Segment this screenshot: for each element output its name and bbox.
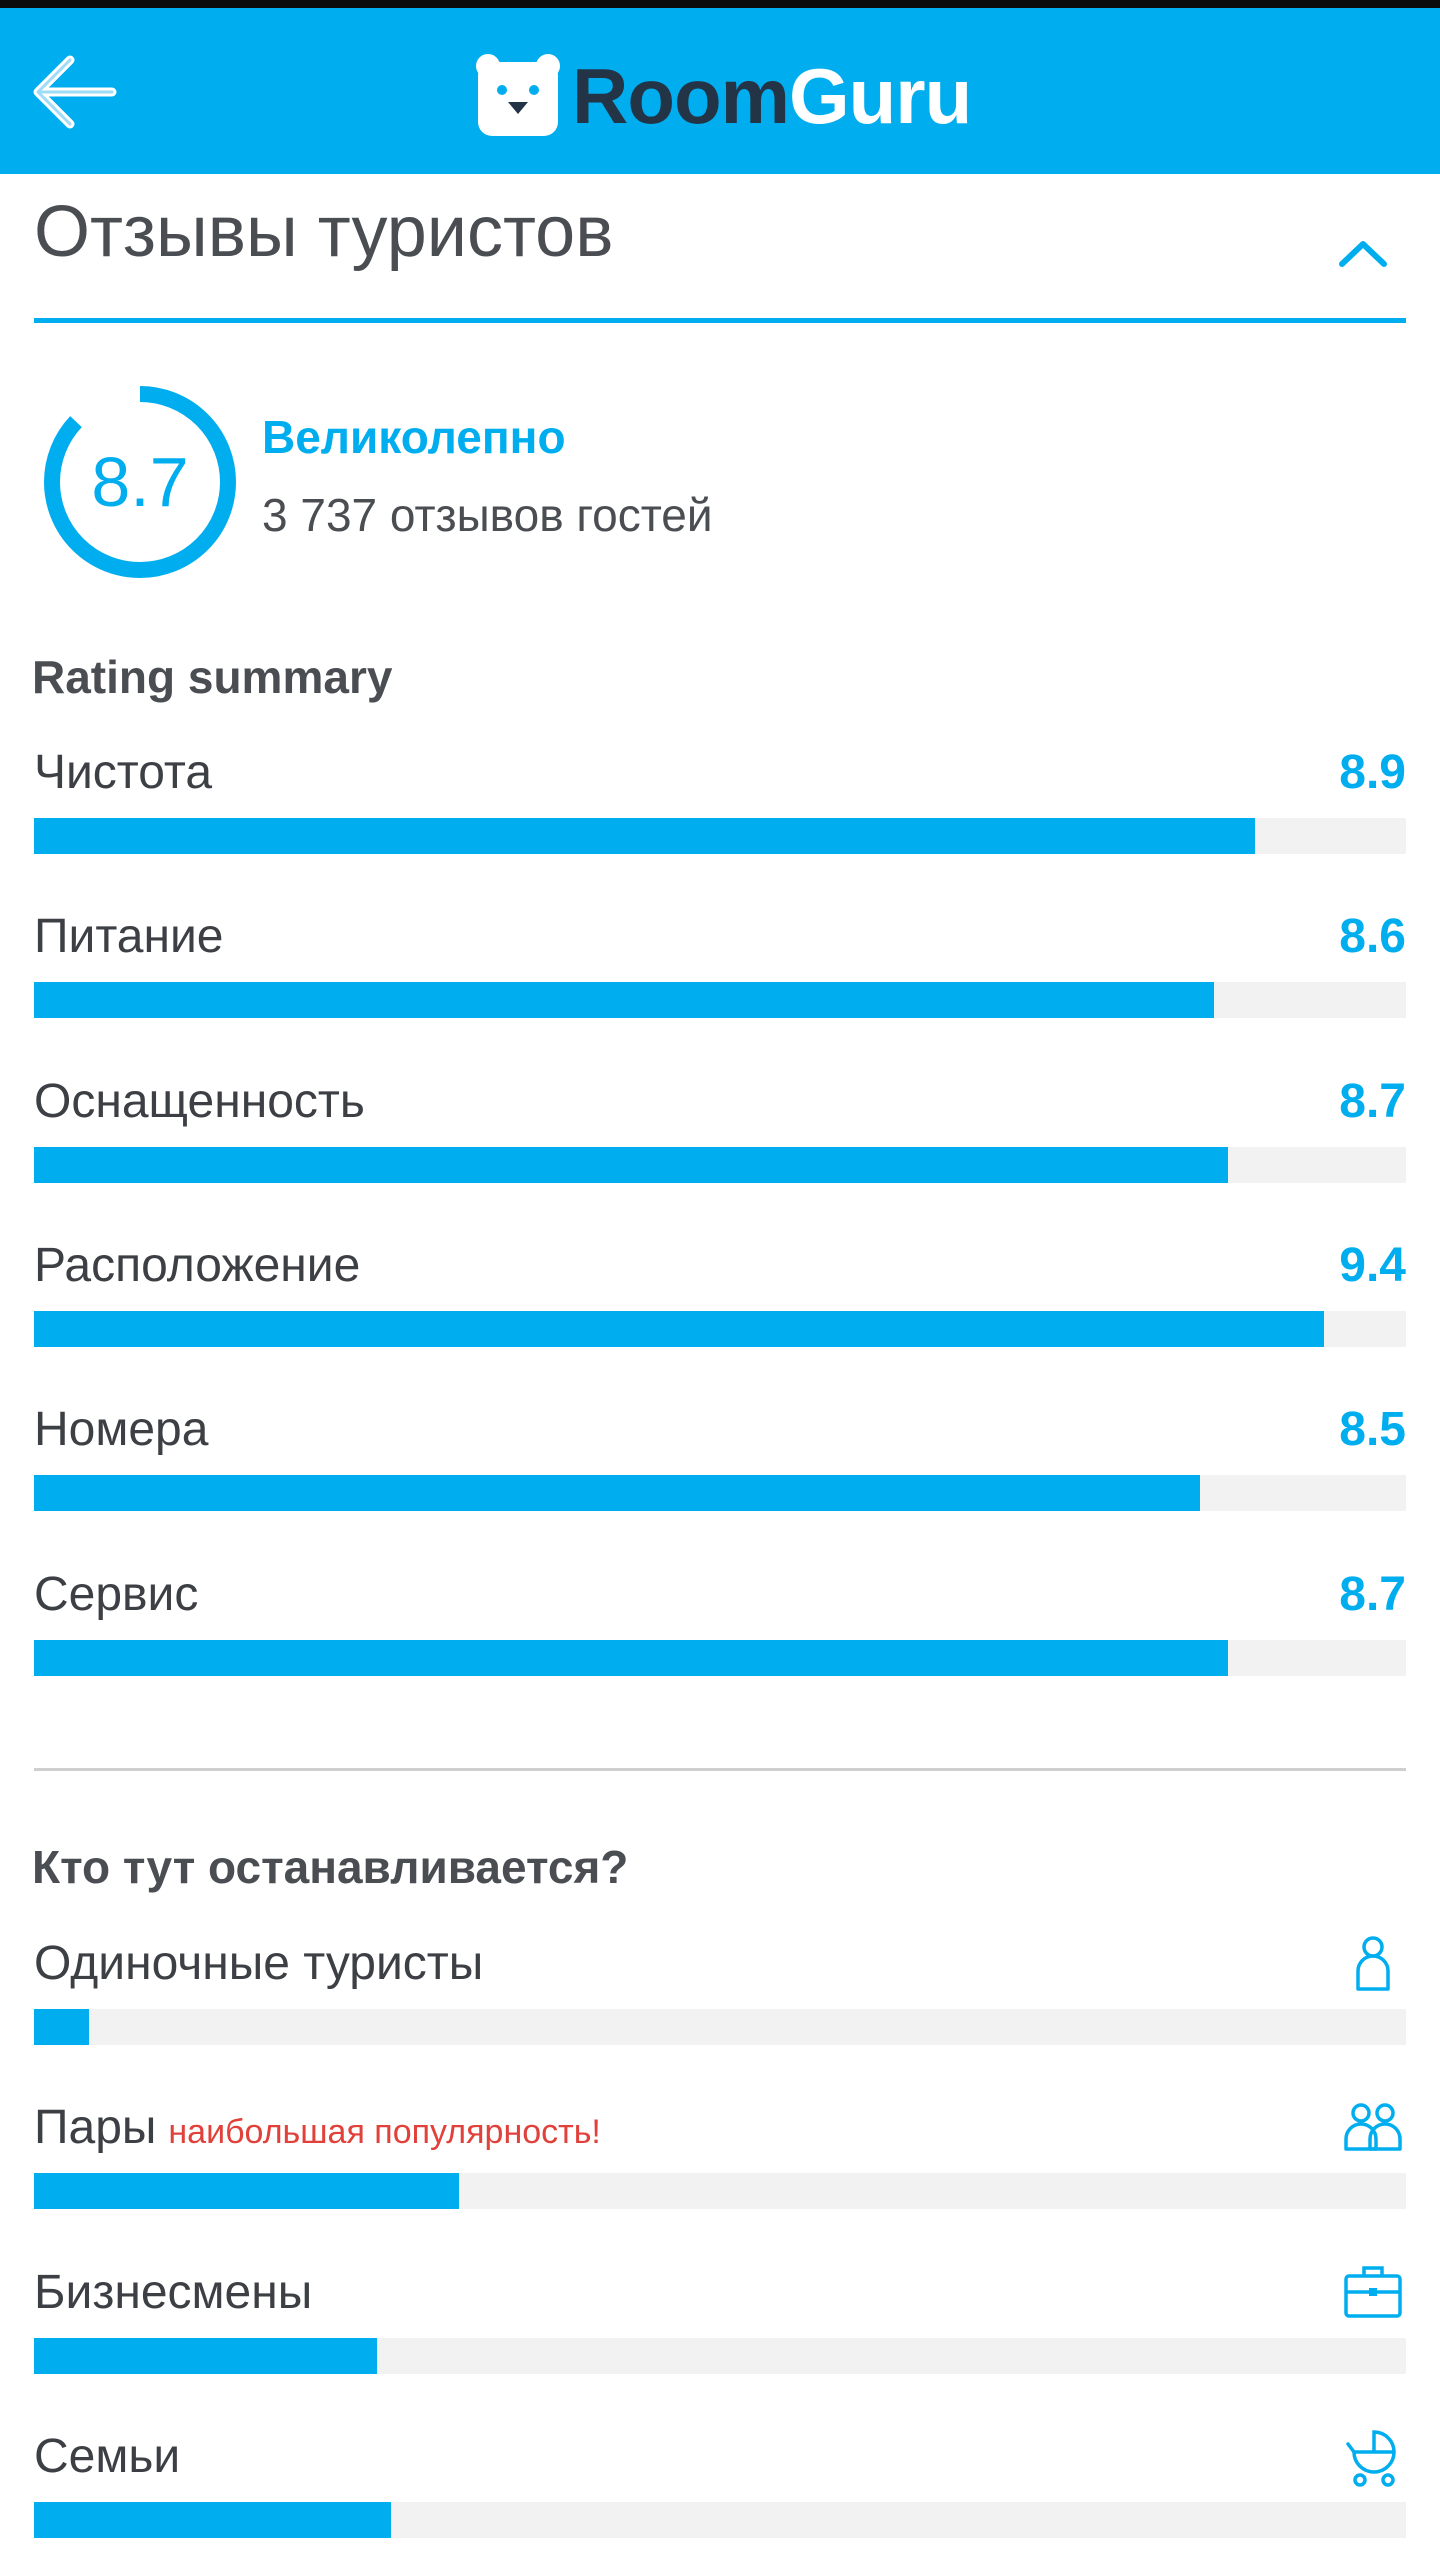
traveler-bar-fill bbox=[34, 2338, 377, 2374]
rating-row-service: Сервис 8.7 bbox=[34, 1566, 1406, 1696]
traveler-bar-track bbox=[34, 2502, 1406, 2538]
traveler-bar-fill bbox=[34, 2173, 460, 2209]
traveler-bar-fill bbox=[34, 2502, 391, 2538]
rating-value: 8.9 bbox=[1339, 746, 1406, 799]
logo-room-text: Room bbox=[572, 52, 790, 140]
traveler-label: Одиночные туристы bbox=[34, 1937, 484, 1990]
rating-bar-fill bbox=[34, 1147, 1228, 1183]
rating-bar-track bbox=[34, 1147, 1406, 1183]
app-header: RoomGuru bbox=[0, 8, 1440, 174]
rating-row-rooms: Номера 8.5 bbox=[34, 1401, 1406, 1531]
traveler-row-business: Бизнесмены bbox=[34, 2264, 1406, 2394]
roomguru-logo: RoomGuru bbox=[474, 46, 972, 146]
couple-icon bbox=[1344, 2103, 1402, 2151]
rating-bar-fill bbox=[34, 1475, 1201, 1511]
briefcase-icon bbox=[1344, 2266, 1402, 2318]
traveler-bar-track bbox=[34, 2338, 1406, 2374]
rating-row-location: Расположение 9.4 bbox=[34, 1237, 1406, 1367]
chevron-up-icon bbox=[1339, 241, 1387, 267]
rating-label: Номера bbox=[34, 1403, 209, 1456]
rating-value: 8.7 bbox=[1339, 1075, 1406, 1128]
rating-row-facilities: Оснащенность 8.7 bbox=[34, 1073, 1406, 1203]
traveler-label: Бизнесмены bbox=[34, 2266, 313, 2319]
back-button[interactable] bbox=[26, 44, 122, 140]
score-ring bbox=[44, 386, 236, 578]
overall-score: 8.7 bbox=[91, 443, 189, 521]
rating-bar-track bbox=[34, 1311, 1406, 1347]
traveler-label: Семьи bbox=[34, 2430, 181, 2483]
rating-value: 8.5 bbox=[1339, 1403, 1406, 1456]
rating-label: Расположение bbox=[34, 1239, 361, 1292]
section-title: Отзывы туристов bbox=[34, 192, 614, 272]
logo-guru-text: Guru bbox=[788, 52, 972, 140]
rating-value: 8.7 bbox=[1339, 1568, 1406, 1621]
rating-value: 9.4 bbox=[1339, 1239, 1406, 1292]
most-popular-badge: наибольшая популярность! bbox=[168, 2113, 601, 2151]
rating-bar-track bbox=[34, 982, 1406, 1018]
score-ring-arc bbox=[44, 386, 236, 578]
overall-rating-label: Великолепно bbox=[262, 411, 566, 463]
traveler-row-solo: Одиночные туристы bbox=[34, 1935, 1406, 2065]
rating-bar-track bbox=[34, 818, 1406, 854]
rating-row-food: Питание 8.6 bbox=[34, 908, 1406, 1038]
rating-bar-fill bbox=[34, 982, 1214, 1018]
traveler-bar-fill bbox=[34, 2009, 89, 2045]
rating-value: 8.6 bbox=[1339, 910, 1406, 963]
review-count: 3 737 отзывов гостей bbox=[262, 489, 713, 541]
rating-summary-heading: Rating summary bbox=[32, 651, 393, 703]
section-divider bbox=[34, 1768, 1406, 1771]
rating-label: Чистота bbox=[34, 746, 213, 799]
arrow-left-icon bbox=[33, 55, 117, 129]
status-bar bbox=[0, 0, 1440, 8]
rating-bar-fill bbox=[34, 1311, 1324, 1347]
stroller-icon bbox=[1346, 2430, 1396, 2487]
rating-bar-fill bbox=[34, 1640, 1228, 1676]
rating-bar-track bbox=[34, 1640, 1406, 1676]
collapse-button[interactable] bbox=[1330, 220, 1396, 286]
person-icon bbox=[1356, 1936, 1390, 1991]
traveler-bar-track bbox=[34, 2009, 1406, 2045]
rating-bar-fill bbox=[34, 818, 1256, 854]
section-title-underline bbox=[34, 318, 1406, 323]
who-stays-heading: Кто тут останавливается? bbox=[32, 1841, 629, 1893]
traveler-row-families: Семьи bbox=[34, 2428, 1406, 2558]
rating-label: Питание bbox=[34, 910, 224, 963]
rating-label: Оснащенность bbox=[34, 1075, 365, 1128]
traveler-label: Пары bbox=[34, 2101, 157, 2154]
rating-label: Сервис bbox=[34, 1568, 199, 1621]
rating-row-cleanliness: Чистота 8.9 bbox=[34, 744, 1406, 874]
traveler-row-couples: Пары наибольшая популярность! bbox=[34, 2099, 1406, 2229]
traveler-bar-track bbox=[34, 2173, 1406, 2209]
rating-bar-track bbox=[34, 1475, 1406, 1511]
bear-logo-icon bbox=[476, 54, 560, 136]
